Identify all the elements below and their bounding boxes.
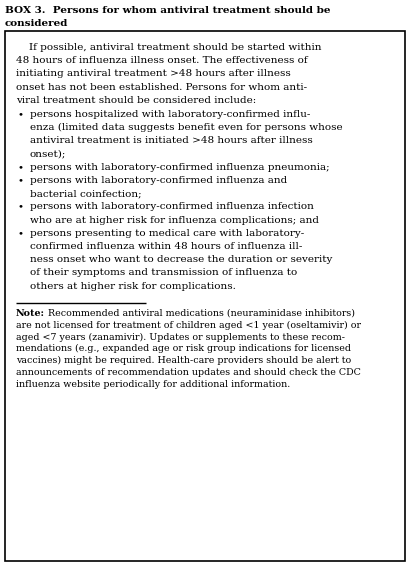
Text: aged <7 years (zanamivir). Updates or supplements to these recom-: aged <7 years (zanamivir). Updates or su… <box>16 332 344 341</box>
Text: announcements of recommendation updates and should check the CDC: announcements of recommendation updates … <box>16 368 360 377</box>
Text: persons with laboratory-confirmed influenza and: persons with laboratory-confirmed influe… <box>30 176 287 185</box>
Text: onset);: onset); <box>30 149 66 158</box>
Text: Note:: Note: <box>16 309 45 318</box>
Text: bacterial coinfection;: bacterial coinfection; <box>30 189 141 198</box>
Text: considered: considered <box>5 19 68 28</box>
Text: are not licensed for treatment of children aged <1 year (oseltamivir) or: are not licensed for treatment of childr… <box>16 320 360 330</box>
Text: 48 hours of influenza illness onset. The effectiveness of: 48 hours of influenza illness onset. The… <box>16 56 307 65</box>
Text: •: • <box>18 163 24 172</box>
Text: enza (limited data suggests benefit even for persons whose: enza (limited data suggests benefit even… <box>30 123 342 132</box>
Text: persons with laboratory-confirmed influenza infection: persons with laboratory-confirmed influe… <box>30 203 313 211</box>
Text: persons with laboratory-confirmed influenza pneumonia;: persons with laboratory-confirmed influe… <box>30 163 329 172</box>
Text: viral treatment should be considered include:: viral treatment should be considered inc… <box>16 96 256 105</box>
Text: of their symptoms and transmission of influenza to: of their symptoms and transmission of in… <box>30 268 297 277</box>
Text: •: • <box>18 110 24 119</box>
Text: •: • <box>18 203 24 211</box>
Text: Recommended antiviral medications (neuraminidase inhibitors): Recommended antiviral medications (neura… <box>45 309 354 318</box>
Text: If possible, antiviral treatment should be started within: If possible, antiviral treatment should … <box>16 43 321 52</box>
Text: initiating antiviral treatment >48 hours after illness: initiating antiviral treatment >48 hours… <box>16 70 290 79</box>
Text: BOX 3.  Persons for whom antiviral treatment should be: BOX 3. Persons for whom antiviral treatm… <box>5 6 330 15</box>
Text: •: • <box>18 176 24 185</box>
Text: antiviral treatment is initiated >48 hours after illness: antiviral treatment is initiated >48 hou… <box>30 136 312 145</box>
Text: •: • <box>18 229 24 238</box>
Text: vaccines) might be required. Health-care providers should be alert to: vaccines) might be required. Health-care… <box>16 356 351 365</box>
Text: influenza website periodically for additional information.: influenza website periodically for addit… <box>16 380 290 389</box>
Text: mendations (e.g., expanded age or risk group indications for licensed: mendations (e.g., expanded age or risk g… <box>16 344 350 353</box>
Text: persons hospitalized with laboratory-confirmed influ-: persons hospitalized with laboratory-con… <box>30 110 310 119</box>
Text: confirmed influenza within 48 hours of influenza ill-: confirmed influenza within 48 hours of i… <box>30 242 302 251</box>
Text: ness onset who want to decrease the duration or severity: ness onset who want to decrease the dura… <box>30 255 332 264</box>
Text: others at higher risk for complications.: others at higher risk for complications. <box>30 282 235 290</box>
Text: who are at higher risk for influenza complications; and: who are at higher risk for influenza com… <box>30 216 318 225</box>
Text: persons presenting to medical care with laboratory-: persons presenting to medical care with … <box>30 229 303 238</box>
Text: onset has not been established. Persons for whom anti-: onset has not been established. Persons … <box>16 83 306 92</box>
